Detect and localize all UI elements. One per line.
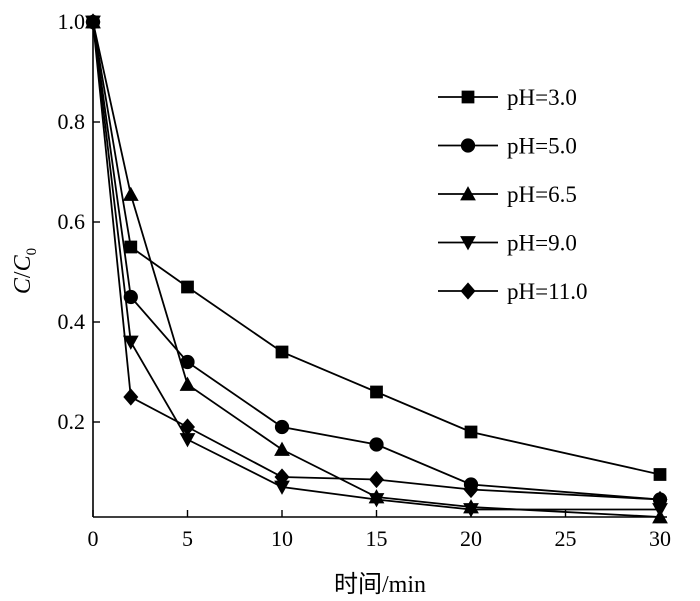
data-point-square bbox=[464, 425, 478, 439]
y-axis-title-c0: C bbox=[10, 254, 36, 271]
legend-item: pH=5.0 bbox=[438, 134, 577, 159]
data-point-triangle-down bbox=[463, 503, 479, 518]
legend-item: pH=11.0 bbox=[438, 279, 587, 304]
data-point-triangle-down bbox=[368, 493, 385, 508]
data-point-triangle-down bbox=[652, 503, 668, 518]
data-point-triangle-up bbox=[274, 441, 290, 456]
data-point-diamond bbox=[652, 490, 668, 509]
data-point-diamond bbox=[463, 480, 479, 499]
data-point-square bbox=[124, 240, 138, 254]
legend-label: pH=5.0 bbox=[507, 134, 577, 159]
y-ticks: 0.2 0.4 0.6 0.8 1.0 bbox=[58, 9, 100, 434]
legend-label: pH=3.0 bbox=[507, 85, 577, 110]
y-axis-title-slash: / bbox=[10, 271, 36, 278]
data-point-diamond bbox=[123, 388, 139, 406]
data-point-circle bbox=[369, 437, 384, 452]
data-point-square bbox=[370, 385, 383, 399]
data-point-triangle-up bbox=[122, 186, 139, 201]
y-tick-label: 1.0 bbox=[58, 9, 86, 34]
legend-marker-diamond bbox=[460, 282, 476, 300]
data-point-square bbox=[653, 468, 667, 481]
legend-marker-square bbox=[461, 90, 475, 104]
y-axis-title: C/C0 bbox=[10, 248, 40, 294]
x-tick-label: 10 bbox=[271, 526, 293, 551]
y-tick-label: 0.6 bbox=[58, 209, 86, 234]
series-1 bbox=[85, 14, 668, 507]
data-point-circle bbox=[123, 289, 138, 305]
x-axis-title: 时间/min bbox=[334, 571, 426, 598]
data-point-diamond bbox=[85, 13, 101, 31]
legend-item: pH=6.5 bbox=[438, 182, 577, 207]
legend-label: pH=9.0 bbox=[507, 231, 577, 256]
y-axis-title-c: C bbox=[10, 277, 36, 294]
x-tick-label: 20 bbox=[460, 526, 482, 551]
x-tick-label: 0 bbox=[88, 526, 99, 551]
y-tick-label: 0.2 bbox=[58, 409, 86, 434]
data-point-square bbox=[181, 280, 194, 294]
x-tick-label: 25 bbox=[555, 526, 577, 551]
x-tick-label: 30 bbox=[649, 526, 671, 551]
series-0 bbox=[86, 15, 667, 481]
legend-label: pH=6.5 bbox=[507, 182, 577, 207]
data-point-circle bbox=[274, 419, 290, 435]
data-point-diamond bbox=[369, 470, 384, 489]
y-tick-label: 0.8 bbox=[58, 109, 86, 134]
data-point-diamond bbox=[274, 468, 290, 486]
data-point-square bbox=[275, 345, 289, 359]
data-point-diamond bbox=[180, 418, 195, 436]
data-point-triangle-down bbox=[274, 480, 290, 495]
legend-item: pH=3.0 bbox=[438, 85, 577, 110]
legend-label: pH=11.0 bbox=[507, 279, 587, 304]
data-point-circle bbox=[180, 354, 195, 370]
legend-marker-circle bbox=[460, 138, 476, 153]
legend-item: pH=9.0 bbox=[438, 231, 577, 256]
y-axis-title-subscript: 0 bbox=[24, 248, 40, 256]
data-point-triangle-down bbox=[122, 335, 139, 350]
x-ticks: 0 5 10 15 20 25 30 bbox=[88, 510, 671, 551]
data-point-triangle-up bbox=[179, 376, 196, 391]
x-tick-label: 5 bbox=[182, 526, 193, 551]
series-4 bbox=[85, 13, 668, 509]
legend-marker-triangle-down bbox=[460, 236, 476, 251]
data-point-triangle-down bbox=[179, 433, 196, 448]
x-tick-label: 15 bbox=[366, 526, 388, 551]
legend-marker-triangle-up bbox=[460, 186, 476, 201]
legend: pH=3.0 pH=5.0 pH=6.5 pH=9.0 pH=11.0 bbox=[438, 85, 587, 304]
axes bbox=[92, 22, 667, 518]
y-tick-label: 0.4 bbox=[58, 309, 86, 334]
series-layer bbox=[85, 13, 668, 524]
